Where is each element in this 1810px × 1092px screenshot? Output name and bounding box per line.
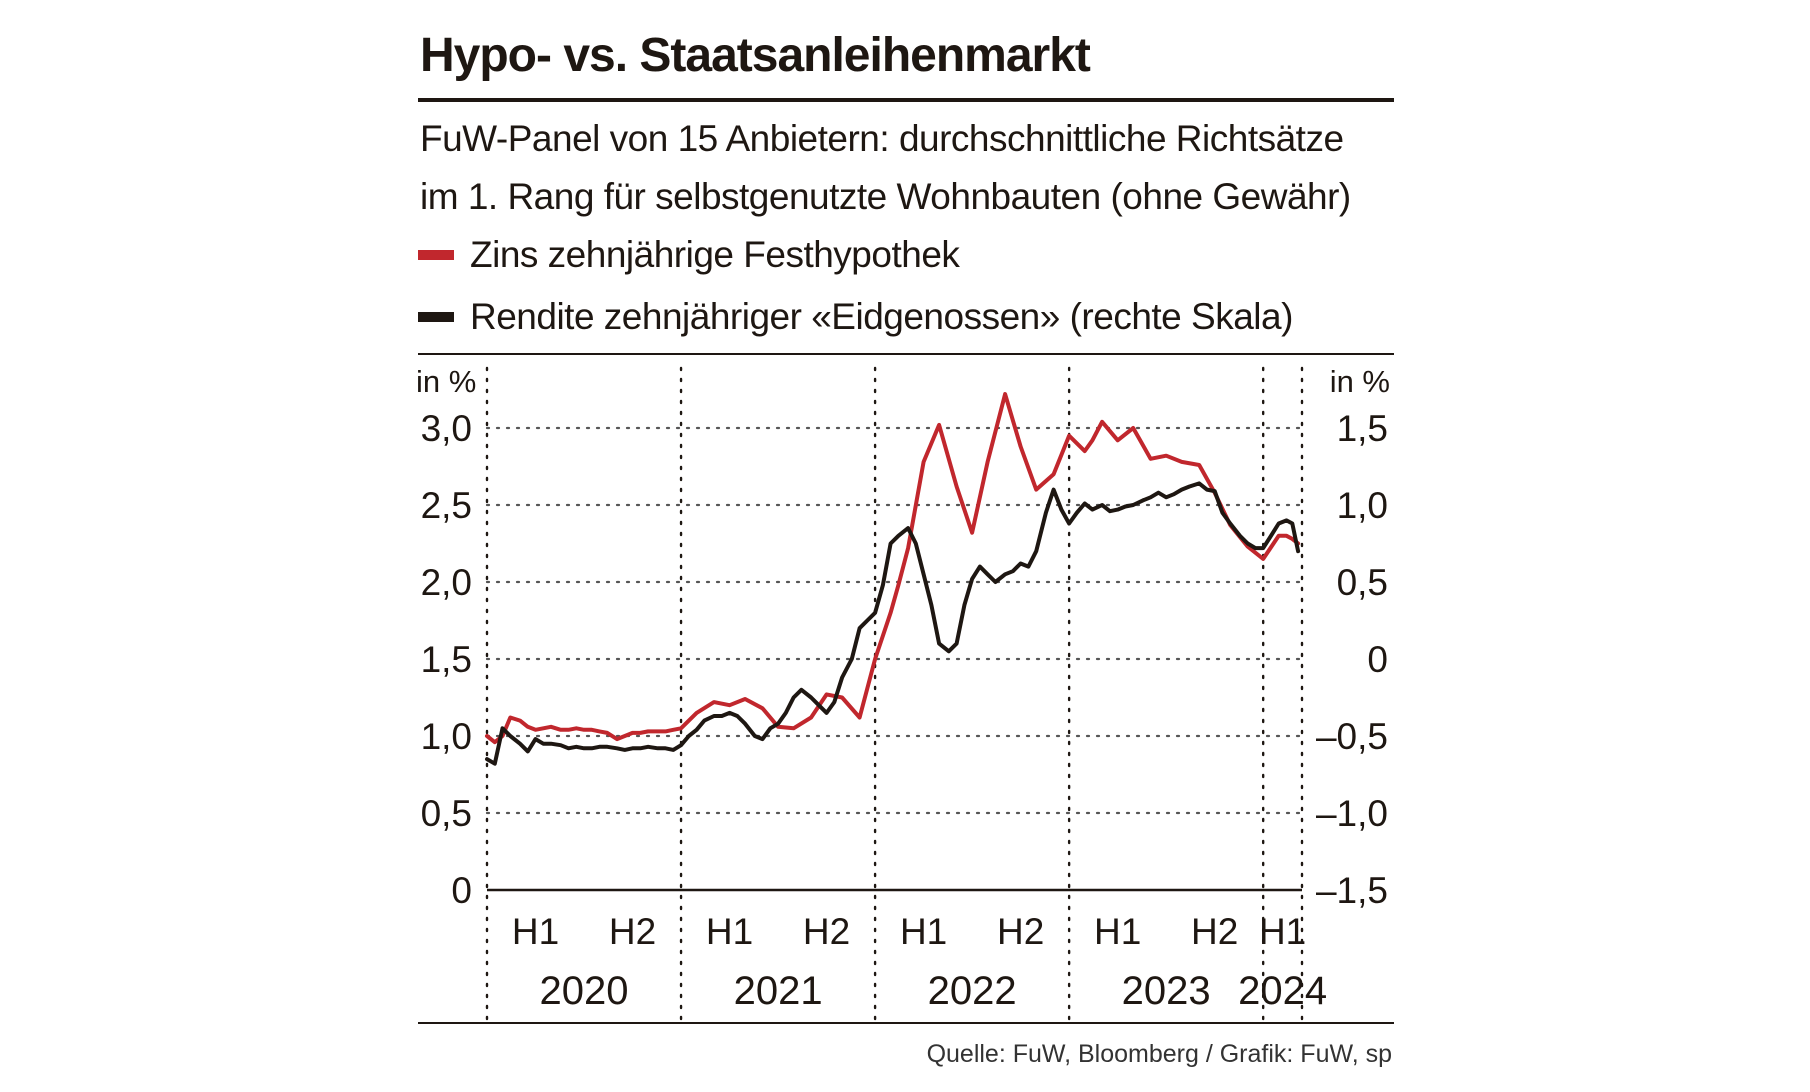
x-axis-half-label: H2 (803, 911, 850, 952)
left-axis-tick-label: 0,5 (421, 793, 472, 834)
left-axis-tick-label: 1,0 (421, 716, 472, 757)
right-axis-tick-label: 1,5 (1337, 408, 1388, 449)
right-axis-unit-label: in % (1330, 364, 1390, 399)
legend-item-bond: Rendite zehnjähriger «Eidgenossen» (rech… (418, 296, 1293, 338)
chart-subtitle-line-2: im 1. Rang für selbstgenutzte Wohnbauten… (420, 176, 1351, 217)
x-axis-half-label: H1 (1094, 911, 1141, 952)
legend-label-mortgage: Zins zehnjährige Festhypothek (470, 234, 960, 275)
chart-title: Hypo- vs. Staatsanleihenmarkt (420, 29, 1091, 82)
x-axis-half-label: H1 (1259, 911, 1306, 952)
x-axis-half-label: H1 (512, 911, 559, 952)
legend-item-mortgage: Zins zehnjährige Festhypothek (418, 234, 960, 276)
legend-label-bond: Rendite zehnjähriger «Eidgenossen» (rech… (470, 296, 1293, 337)
chart-subtitle-line-1: FuW-Panel von 15 Anbietern: durchschnitt… (420, 118, 1344, 159)
legend-rule (418, 353, 1394, 355)
right-axis-tick-label: 1,0 (1337, 485, 1388, 526)
series-line-bond-yield (485, 481, 1301, 766)
left-axis-tick-label: 0 (451, 870, 472, 911)
x-axis-half-label: H2 (1191, 911, 1238, 952)
legend-swatch-bond (418, 312, 454, 322)
x-axis-year-label: 2022 (928, 969, 1017, 1013)
title-rule (418, 98, 1394, 102)
source-credit: Quelle: FuW, Bloomberg / Grafik: FuW, sp (926, 1040, 1392, 1068)
left-axis-tick-label: 2,0 (421, 562, 472, 603)
x-axis-half-label: H2 (609, 911, 656, 952)
x-axis-half-label: H1 (900, 911, 947, 952)
footer-rule (418, 1022, 1394, 1024)
right-axis-tick-label: –1,0 (1316, 793, 1388, 834)
right-axis-tick-label: 0,5 (1337, 562, 1388, 603)
legend-swatch-mortgage (418, 250, 454, 260)
right-axis-tick-label: –1,5 (1316, 870, 1388, 911)
x-axis-year-label: 2020 (540, 969, 629, 1013)
left-axis-tick-label: 3,0 (421, 408, 472, 449)
x-axis-year-label: 2023 (1122, 969, 1211, 1013)
x-axis-year-label: 2024 (1238, 969, 1327, 1013)
series-line-mortgage-rate (485, 392, 1301, 745)
left-axis-tick-label: 1,5 (421, 639, 472, 680)
left-axis-unit-label: in % (416, 364, 476, 399)
left-axis-tick-label: 2,5 (421, 485, 472, 526)
right-axis-tick-label: –0,5 (1316, 716, 1388, 757)
x-axis-half-label: H2 (997, 911, 1044, 952)
right-axis-tick-label: 0 (1367, 639, 1388, 680)
x-axis-year-label: 2021 (734, 969, 823, 1013)
x-axis-half-label: H1 (706, 911, 753, 952)
